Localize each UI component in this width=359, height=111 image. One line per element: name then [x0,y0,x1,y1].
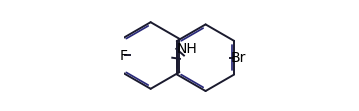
Text: NH: NH [177,42,197,56]
Text: F: F [120,49,127,62]
Text: Br: Br [231,51,247,65]
